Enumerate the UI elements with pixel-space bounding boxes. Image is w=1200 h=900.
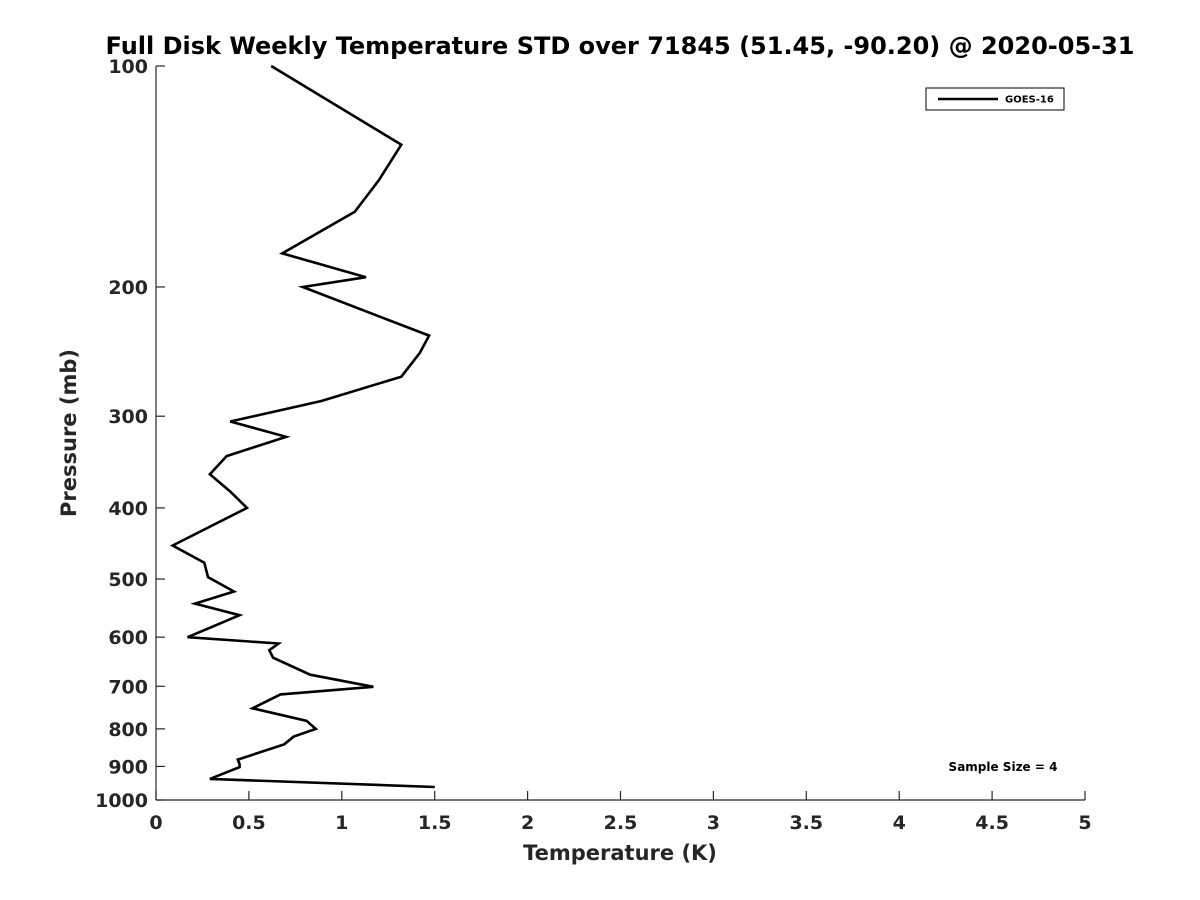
- x-tick-label: 2: [521, 812, 534, 834]
- x-tick-label: 1: [335, 812, 348, 834]
- x-tick-label: 0: [149, 812, 162, 834]
- y-tick-label: 800: [108, 719, 148, 741]
- x-tick-label: 4: [893, 812, 906, 834]
- x-axis-ticks: 0 0.5 1 1.5 2 2.5 3 3.5 4 4.5 5: [149, 791, 1092, 834]
- y-tick-label: 200: [108, 277, 148, 299]
- legend: GOES-16: [925, 87, 1065, 111]
- x-tick-label: 1.5: [418, 812, 452, 834]
- x-tick-label: 3.5: [789, 812, 823, 834]
- x-tick-label: 0.5: [232, 812, 266, 834]
- series-layer: [169, 64, 435, 789]
- y-tick-label: 600: [108, 627, 148, 649]
- x-tick-label: 5: [1078, 812, 1091, 834]
- series-line-goes-16: [169, 64, 435, 789]
- y-tick-label: 700: [108, 676, 148, 698]
- y-tick-label: 300: [108, 406, 148, 428]
- x-tick-label: 3: [707, 812, 720, 834]
- plot-area: [155, 66, 1085, 801]
- x-tick-label: 2.5: [604, 812, 638, 834]
- x-tick-label: 4.5: [975, 812, 1009, 834]
- y-tick-label: 1000: [95, 790, 148, 812]
- chart-title: Full Disk Weekly Temperature STD over 71…: [106, 32, 1135, 60]
- y-tick-label: 900: [108, 756, 148, 778]
- y-tick-label: 400: [108, 498, 148, 520]
- y-axis-ticks: 100 200 300 400 500 600 700 800 900 1000: [95, 56, 165, 812]
- x-axis-label: Temperature (K): [523, 841, 717, 865]
- sample-size-annotation: Sample Size = 4: [949, 760, 1058, 774]
- y-tick-label: 500: [108, 569, 148, 591]
- y-axis-label: Pressure (mb): [57, 349, 81, 517]
- y-tick-label: 100: [108, 56, 148, 78]
- legend-label-goes-16: GOES-16: [1005, 95, 1054, 106]
